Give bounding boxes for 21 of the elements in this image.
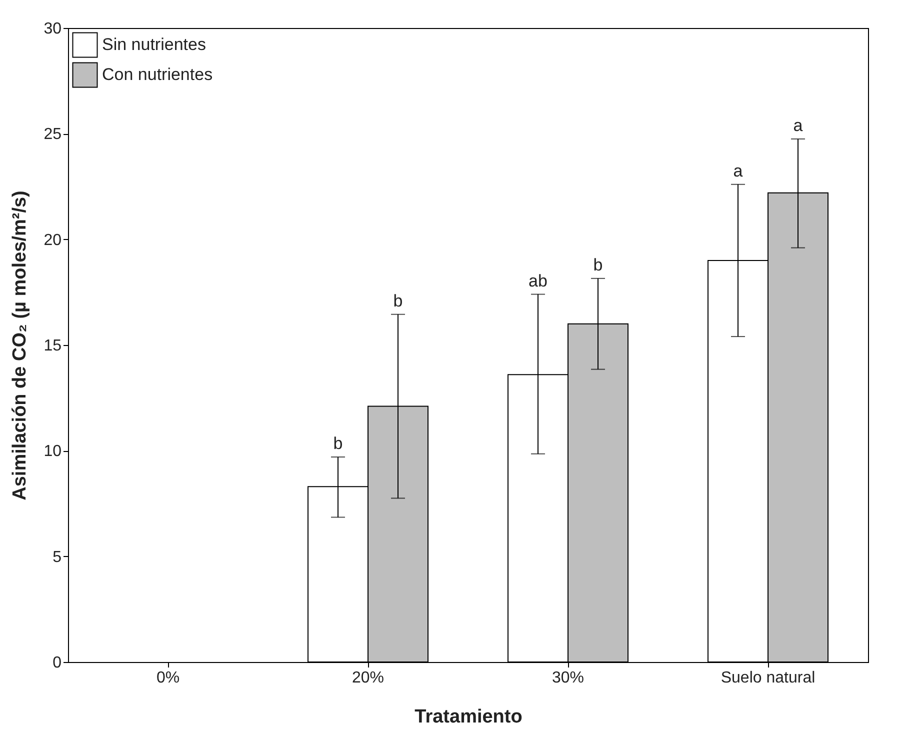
annotation: b <box>333 434 343 454</box>
x-tick-label: 30% <box>552 670 584 686</box>
y-tick-label: 10 <box>44 443 62 460</box>
y-tick-label: 0 <box>52 654 62 672</box>
x-tick-label: 0% <box>156 670 180 686</box>
annotation: ab <box>528 271 548 290</box>
x-axis-title: Tratamiento <box>414 706 522 728</box>
y-tick-label: 30 <box>44 20 62 38</box>
y-axis-title: Asimilación de CO₂ (µ moles/m²/s) <box>10 190 31 500</box>
x-tick-label: 20% <box>352 670 384 686</box>
y-tick-label: 15 <box>44 338 62 354</box>
y-tick-label: 25 <box>44 126 62 144</box>
y-tick-label: 5 <box>52 548 62 566</box>
legend-label: Sin nutrientes <box>102 35 206 54</box>
y-tick-label: 20 <box>44 232 62 249</box>
annotation: a <box>793 116 804 135</box>
x-tick-label: Suelo natural <box>720 670 816 686</box>
annotation: b <box>393 291 403 310</box>
annotation: b <box>593 255 603 274</box>
annotation: a <box>733 161 744 180</box>
legend-label: Con nutrientes <box>102 65 213 84</box>
